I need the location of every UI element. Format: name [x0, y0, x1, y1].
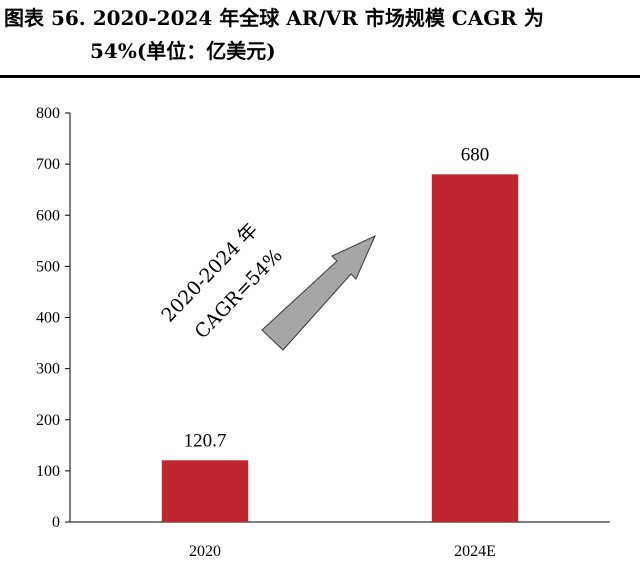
x-tick-label-2024E: 2024E: [454, 543, 496, 560]
data-label-2020: 120.7: [184, 430, 227, 451]
chart-title-line1: 图表 56. 2020-2024 年全球 AR/VR 市场规模 CAGR 为: [4, 6, 544, 30]
title-underline: [0, 75, 640, 78]
x-tick-label-2020: 2020: [189, 543, 221, 560]
y-tick-label: 0: [52, 514, 60, 531]
y-tick-label: 700: [36, 156, 60, 173]
chart-title: 图表 56. 2020-2024 年全球 AR/VR 市场规模 CAGR 为 5…: [4, 2, 634, 68]
bar-2024E: [431, 174, 519, 522]
bar-2020: [161, 460, 249, 522]
y-tick-label: 300: [36, 361, 60, 378]
data-label-2024E: 680: [461, 144, 490, 165]
y-tick-label: 800: [36, 105, 60, 122]
y-tick-label: 600: [36, 207, 60, 224]
y-tick-label: 400: [36, 310, 60, 327]
growth-arrow-icon: [261, 234, 376, 351]
y-tick-label: 200: [36, 412, 60, 429]
y-tick-label: 100: [36, 463, 60, 480]
growth-annotation: 2020-2024 年 CAGR=54%: [157, 219, 376, 351]
chart-title-line2: 54%(单位：亿美元): [90, 39, 276, 63]
y-tick-label: 500: [36, 258, 60, 275]
